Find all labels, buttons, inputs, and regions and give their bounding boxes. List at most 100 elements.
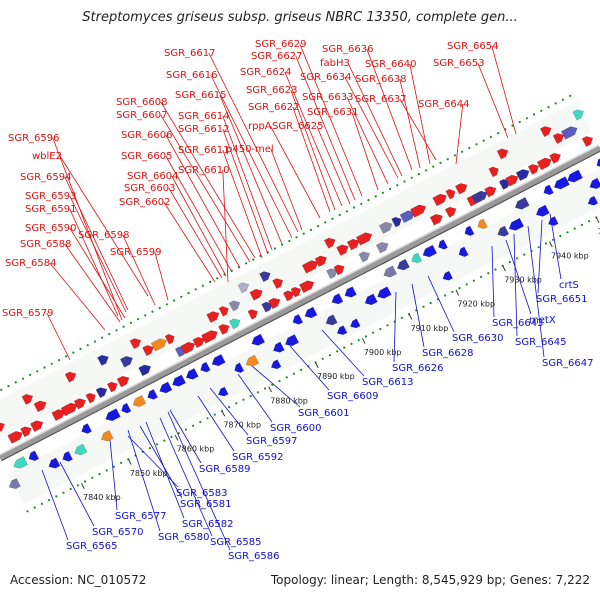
gene-shape <box>272 278 284 289</box>
gene-shape <box>172 374 187 387</box>
guide-dot <box>65 355 68 358</box>
gene-shape <box>346 238 360 251</box>
gene-shape <box>0 441 1 453</box>
gene-shape <box>85 392 96 404</box>
gene-arrow <box>282 290 295 302</box>
gene-arrow <box>105 408 121 422</box>
map-title: Streptomyces griseus subsp. griseus NBRC… <box>82 10 518 25</box>
gene-label: fabH3 <box>320 58 350 69</box>
gene-arrow <box>515 169 530 182</box>
gene-shape <box>333 264 345 276</box>
guide-dot <box>36 370 39 373</box>
gene-arrow <box>132 395 147 407</box>
gene-label: SGR_6615 <box>175 90 227 101</box>
gene-shape <box>484 186 497 198</box>
gene-shape <box>60 402 78 417</box>
label-line <box>505 239 532 315</box>
guide-dot <box>472 279 475 282</box>
gene-shape <box>301 260 319 274</box>
gene-shape <box>514 197 530 210</box>
gene-label: crtS <box>559 280 579 291</box>
guide-dot <box>295 236 298 239</box>
guide-dot <box>29 373 32 376</box>
gene-arrow <box>21 394 34 405</box>
guide-dot <box>285 376 288 379</box>
guide-dot <box>86 344 89 347</box>
gene-label: SGR_6636 <box>322 44 374 55</box>
guide-dot <box>422 305 425 308</box>
guide-dot <box>252 258 255 261</box>
gene-arrow <box>514 197 530 210</box>
gene-shape <box>185 368 199 380</box>
gene-label: SGR_6565 <box>66 541 118 552</box>
gene-shape <box>560 126 578 140</box>
tick-label: 7930 kbp <box>504 275 542 284</box>
label-line <box>222 169 229 283</box>
gene-shape <box>292 314 304 325</box>
gene-arrow <box>477 218 488 230</box>
gene-shape <box>0 422 5 436</box>
gene-shape <box>28 450 40 462</box>
label-line <box>69 208 119 317</box>
gene-label: SGR_6600 <box>270 423 322 434</box>
scale-tick <box>315 362 319 369</box>
gene-label: SGR_6633 <box>302 92 354 103</box>
gene-shape <box>282 290 295 302</box>
gene-label: SGR_6607 <box>116 110 168 121</box>
gene-arrow <box>30 420 44 433</box>
gene-shape <box>30 420 44 433</box>
gene-shape <box>132 395 147 407</box>
gene-shape <box>326 268 338 280</box>
tick-label: 7880 kbp <box>270 396 308 405</box>
label-line <box>351 111 379 191</box>
gene-label: SGR_6647 <box>542 358 594 369</box>
gene-shape <box>33 400 47 413</box>
gene-shape <box>201 330 218 344</box>
gene-shape <box>164 334 175 345</box>
gene-shape <box>458 246 469 258</box>
gene-label: SGR_6651 <box>536 294 588 305</box>
guide-dot <box>516 257 519 260</box>
guide-dot <box>559 234 562 238</box>
guide-dot <box>533 113 536 116</box>
gene-shape <box>259 271 271 283</box>
guide-dot <box>84 480 87 483</box>
guide-dot <box>33 506 36 509</box>
label-line <box>64 176 129 311</box>
gene-shape <box>261 301 273 313</box>
gene-shape <box>100 430 114 442</box>
gene-arrow <box>28 450 40 462</box>
gene-arrow <box>505 174 519 187</box>
guide-dot <box>547 106 550 109</box>
gene-label: SGR_6579 <box>2 308 54 319</box>
gene-arrow <box>346 238 360 251</box>
guide-dot <box>101 336 104 339</box>
gene-shape <box>48 457 61 469</box>
gene-arrow <box>121 402 132 414</box>
gene-shape <box>535 204 550 217</box>
guide-dot <box>194 288 197 291</box>
gene-label: SGR_6626 <box>392 363 444 374</box>
guide-dot <box>156 443 159 446</box>
gene-shape <box>567 169 583 183</box>
scale-tick <box>127 458 132 465</box>
gene-label: SGR_6613 <box>362 377 414 388</box>
gene-arrow <box>548 216 559 226</box>
gene-label: wblE2 <box>32 151 62 162</box>
gene-label: SGR_6605 <box>121 151 173 162</box>
guide-dot <box>453 154 456 157</box>
gene-arrow <box>106 381 118 393</box>
label-line <box>127 435 179 488</box>
guide-dot <box>497 132 500 135</box>
gene-arrow <box>33 400 47 413</box>
guide-dot <box>158 306 161 310</box>
gene-arrow <box>552 133 565 144</box>
guide-dot <box>425 169 428 172</box>
gene-label: SGR_6596 <box>8 133 60 144</box>
guide-dot <box>508 261 511 264</box>
gene-arrow <box>364 293 378 306</box>
gene-shape <box>147 388 159 400</box>
gene-label: SGR_6592 <box>232 452 284 463</box>
gene-shape <box>211 354 226 367</box>
guide-dot <box>213 413 216 416</box>
